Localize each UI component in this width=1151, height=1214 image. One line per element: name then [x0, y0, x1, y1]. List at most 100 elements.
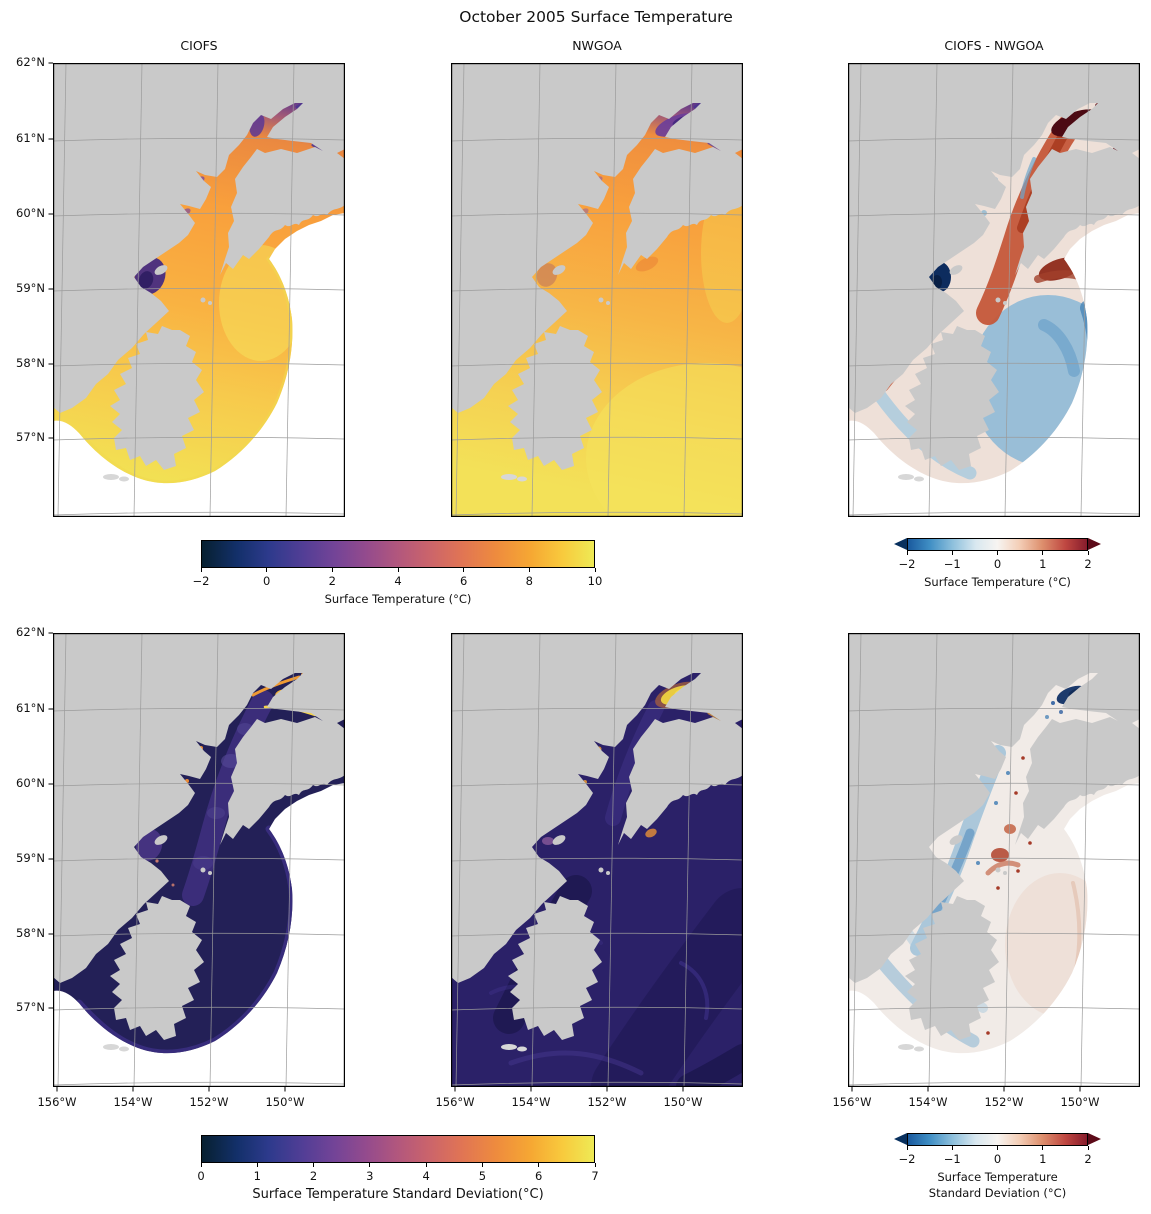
colorbar-label: Standard Deviation (°C) [928, 1186, 1067, 1200]
colorbar-tick [331, 568, 333, 572]
colorbar-tick-label: 1 [253, 1169, 261, 1183]
map-panel-temp-ciofs [48, 62, 346, 518]
lat-tick-label: 62°N [16, 55, 45, 69]
lat-tick-label: 61°N [16, 131, 45, 145]
map-panel-std-ciofs [48, 632, 346, 1092]
colorbar-tick-label: 1 [1039, 557, 1047, 571]
colorbar-tick-label: 2 [328, 574, 336, 588]
colorbar-gradient [201, 1135, 595, 1163]
colorbar-tick-label: 8 [525, 574, 533, 588]
map-panel-temp-nwgoa [450, 62, 744, 518]
colorbar-tick-label: −1 [943, 1152, 961, 1166]
colorbar-cb-temp: −2 0 2 4 6 8 10 Surface Temperature (°C) [193, 540, 602, 610]
lon-tick-label: 154°W [908, 1095, 948, 1109]
colorbar-label: Surface Temperature [937, 1170, 1058, 1184]
colorbar-tick-label: 0 [993, 1152, 1002, 1166]
colorbar-tick [425, 1163, 427, 1167]
colorbar-tick-label: 2 [1084, 557, 1092, 571]
colorbar-tick-label: 7 [591, 1169, 599, 1183]
lat-tick-label: 60°N [16, 206, 45, 220]
colorbar-tick-label: 5 [478, 1169, 487, 1183]
colorbar-cb-std-diff: −2 −1 0 1 2 Surface Temperature Standard Devia… [894, 1133, 1101, 1203]
colorbar-tick [594, 1163, 596, 1167]
colorbar-tick [1087, 551, 1089, 555]
colorbar-tick-label: −1 [943, 557, 961, 571]
lon-tick-label: 150°W [1060, 1095, 1100, 1109]
colorbar-tick-label: −2 [192, 574, 210, 588]
lon-tick-label: 154°W [511, 1095, 551, 1109]
lon-tick-label: 154°W [113, 1095, 153, 1109]
lat-tick-label: 59°N [16, 281, 45, 295]
colorbar-tick [1042, 551, 1044, 555]
colorbar-tick [906, 1146, 908, 1150]
colorbar-tick-label: 2 [309, 1169, 318, 1183]
map-panel-temp-diff [847, 62, 1141, 518]
colorbar-tick [481, 1163, 483, 1167]
colorbar-tick [906, 551, 908, 555]
colorbar-tick [266, 568, 268, 572]
colorbar-tick-label: 2 [1084, 1152, 1092, 1166]
colorbar-tick-label: −2 [898, 1152, 916, 1166]
colorbar-tick-label: −2 [898, 557, 916, 571]
lat-tick-label: 60°N [16, 776, 45, 790]
colorbar-tick [951, 1146, 953, 1150]
colorbar-label: Surface Temperature (°C) [924, 575, 1071, 589]
colorbar-tick [1042, 1146, 1044, 1150]
map-panel-std-diff [847, 632, 1141, 1092]
lat-tick-label: 58°N [16, 926, 45, 940]
lon-tick-label: 156°W [37, 1095, 77, 1109]
colorbar-gradient [201, 540, 595, 568]
colorbar-tick-label: 1 [1039, 1152, 1047, 1166]
colorbar-tick [256, 1163, 258, 1167]
colorbar-tick [951, 551, 953, 555]
panel-title-temp-ciofs: CIOFS [180, 38, 218, 53]
colorbar-tick-label: 6 [459, 574, 468, 588]
figure-title: October 2005 Surface Temperature [459, 8, 733, 26]
colorbar-tick-label: 4 [394, 574, 402, 588]
colorbar-label: Surface Temperature (°C) [324, 592, 472, 606]
colorbar-tick [397, 568, 399, 572]
colorbar-tick [200, 1163, 202, 1167]
lon-tick-label: 152°W [587, 1095, 627, 1109]
colorbar-label: Surface Temperature Standard Deviation(°… [252, 1187, 544, 1202]
lon-tick-label: 150°W [265, 1095, 305, 1109]
colorbar-extend-right [1088, 538, 1101, 550]
panel-title-temp-nwgoa: NWGOA [572, 38, 622, 53]
lat-tick-label: 61°N [16, 701, 45, 715]
colorbar-cb-temp-diff: −2 −1 0 1 2 Surface Temperature (°C) [894, 538, 1101, 608]
colorbar-tick-label: 4 [422, 1169, 430, 1183]
colorbar-tick [528, 568, 530, 572]
colorbar-tick-label: 10 [587, 574, 603, 588]
lon-tick-label: 156°W [832, 1095, 872, 1109]
colorbar-gradient [907, 1133, 1088, 1146]
lon-tick-label: 152°W [984, 1095, 1024, 1109]
colorbar-tick [313, 1163, 315, 1167]
colorbar-tick [1087, 1146, 1089, 1150]
lon-tick-label: 150°W [663, 1095, 703, 1109]
colorbar-tick [594, 568, 596, 572]
colorbar-extend-left [894, 1133, 907, 1145]
panel-title-temp-diff: CIOFS - NWGOA [944, 38, 1044, 53]
colorbar-tick [997, 1146, 998, 1150]
lat-tick-label: 62°N [16, 625, 45, 639]
colorbar-tick-label: 0 [993, 557, 1002, 571]
colorbar-tick-label: 0 [197, 1169, 205, 1183]
colorbar-tick-label: 3 [366, 1169, 374, 1183]
lat-tick-label: 59°N [16, 851, 45, 865]
colorbar-gradient [907, 538, 1088, 551]
lat-tick-label: 57°N [16, 1000, 45, 1014]
colorbar-extend-right [1088, 1133, 1101, 1145]
colorbar-tick [538, 1163, 540, 1167]
lat-tick-label: 58°N [16, 356, 45, 370]
lat-tick-label: 57°N [16, 430, 45, 444]
colorbar-cb-std: 0 1 2 3 4 5 6 7 Surface Temperature Standard Dev… [197, 1135, 599, 1205]
colorbar-tick-label: 6 [535, 1169, 543, 1183]
colorbar-extend-left [894, 538, 907, 550]
colorbar-tick [369, 1163, 371, 1167]
map-panel-std-nwgoa [450, 632, 744, 1092]
colorbar-tick [997, 551, 998, 555]
lon-tick-label: 156°W [435, 1095, 475, 1109]
colorbar-tick [200, 568, 202, 572]
colorbar-tick [463, 568, 465, 572]
